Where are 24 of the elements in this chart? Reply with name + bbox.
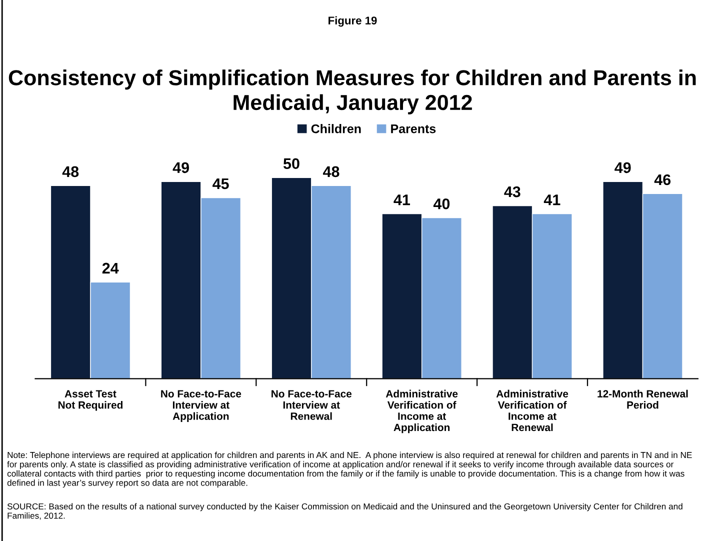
data-label: 46 xyxy=(654,174,671,186)
legend-label: Children xyxy=(311,124,361,134)
text: Note: Telephone interviews are required at application for children and parents in AK and NE. A phone interview is also required at renewal for children and parents in TN and in NE for parents only. A state is classified as providing administrative verification of income at application and/or renewal if it seeks to verify income through available data sources or collateral contacts with third parties prior to requesting income documentation from the family or if the family is unable to provide documentation. This is a change from how it was defined in last year’s survey report so data are not comparable. xyxy=(7,452,692,488)
data-label: 40 xyxy=(433,198,450,210)
x-tick-label: Asset Test Not Required xyxy=(58,390,122,411)
source-note: SOURCE: Based on the results of a national survey conducted by the Kaiser Commission on Medicaid and the Uninsured and the Georgetown University Center for Children and Families, 2012. xyxy=(7,503,682,520)
data-label: 49 xyxy=(172,162,189,174)
x-tick-label: Administrative Verification of Income at Application xyxy=(386,390,458,434)
data-label: 24 xyxy=(102,262,119,274)
data-label: 45 xyxy=(212,178,229,190)
x-tick-label: 12-Month Renewal Period xyxy=(598,390,688,409)
x-tick-label: Administrative Verification of Income at Renewal xyxy=(496,390,568,432)
x-tick-label: No Face-to-Face Interview at Renewal xyxy=(272,390,352,420)
chart-title: Consistency of Simplification Measures for Children and Parents in Medicaid, January 2012 xyxy=(8,70,696,114)
data-label: 41 xyxy=(394,194,410,206)
x-tick-label: No Face-to-Face Interview at Application xyxy=(161,390,242,422)
data-label: 43 xyxy=(504,186,520,198)
data-label: 48 xyxy=(62,166,79,178)
legend-label: Parents xyxy=(391,124,436,134)
data-label: 50 xyxy=(283,158,300,170)
chart-subtitle: Figure 19 xyxy=(328,16,377,27)
data-label: 48 xyxy=(322,166,340,178)
data-label: 49 xyxy=(614,162,631,174)
data-label: 41 xyxy=(544,194,560,206)
